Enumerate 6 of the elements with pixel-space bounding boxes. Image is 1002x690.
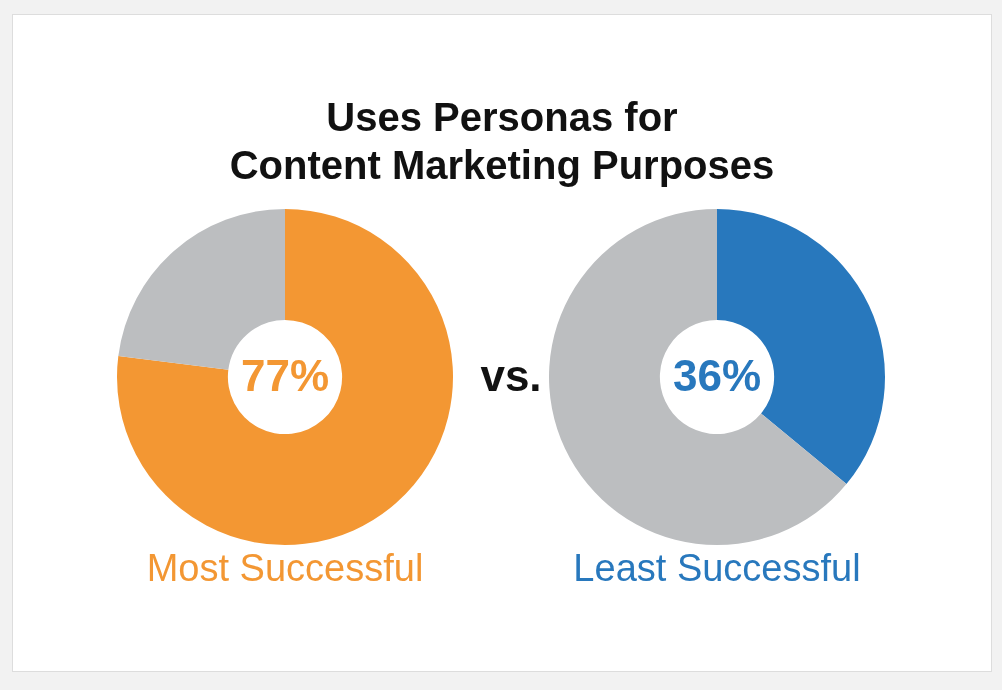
data-label: 77% xyxy=(240,351,330,401)
text: Most Successful xyxy=(145,547,425,590)
text: vs. xyxy=(479,351,543,401)
text: Least Successful xyxy=(572,547,862,590)
data-label: 36% xyxy=(672,351,762,401)
chart-title: Uses Personas for Content Marketing Purposes xyxy=(228,94,776,189)
